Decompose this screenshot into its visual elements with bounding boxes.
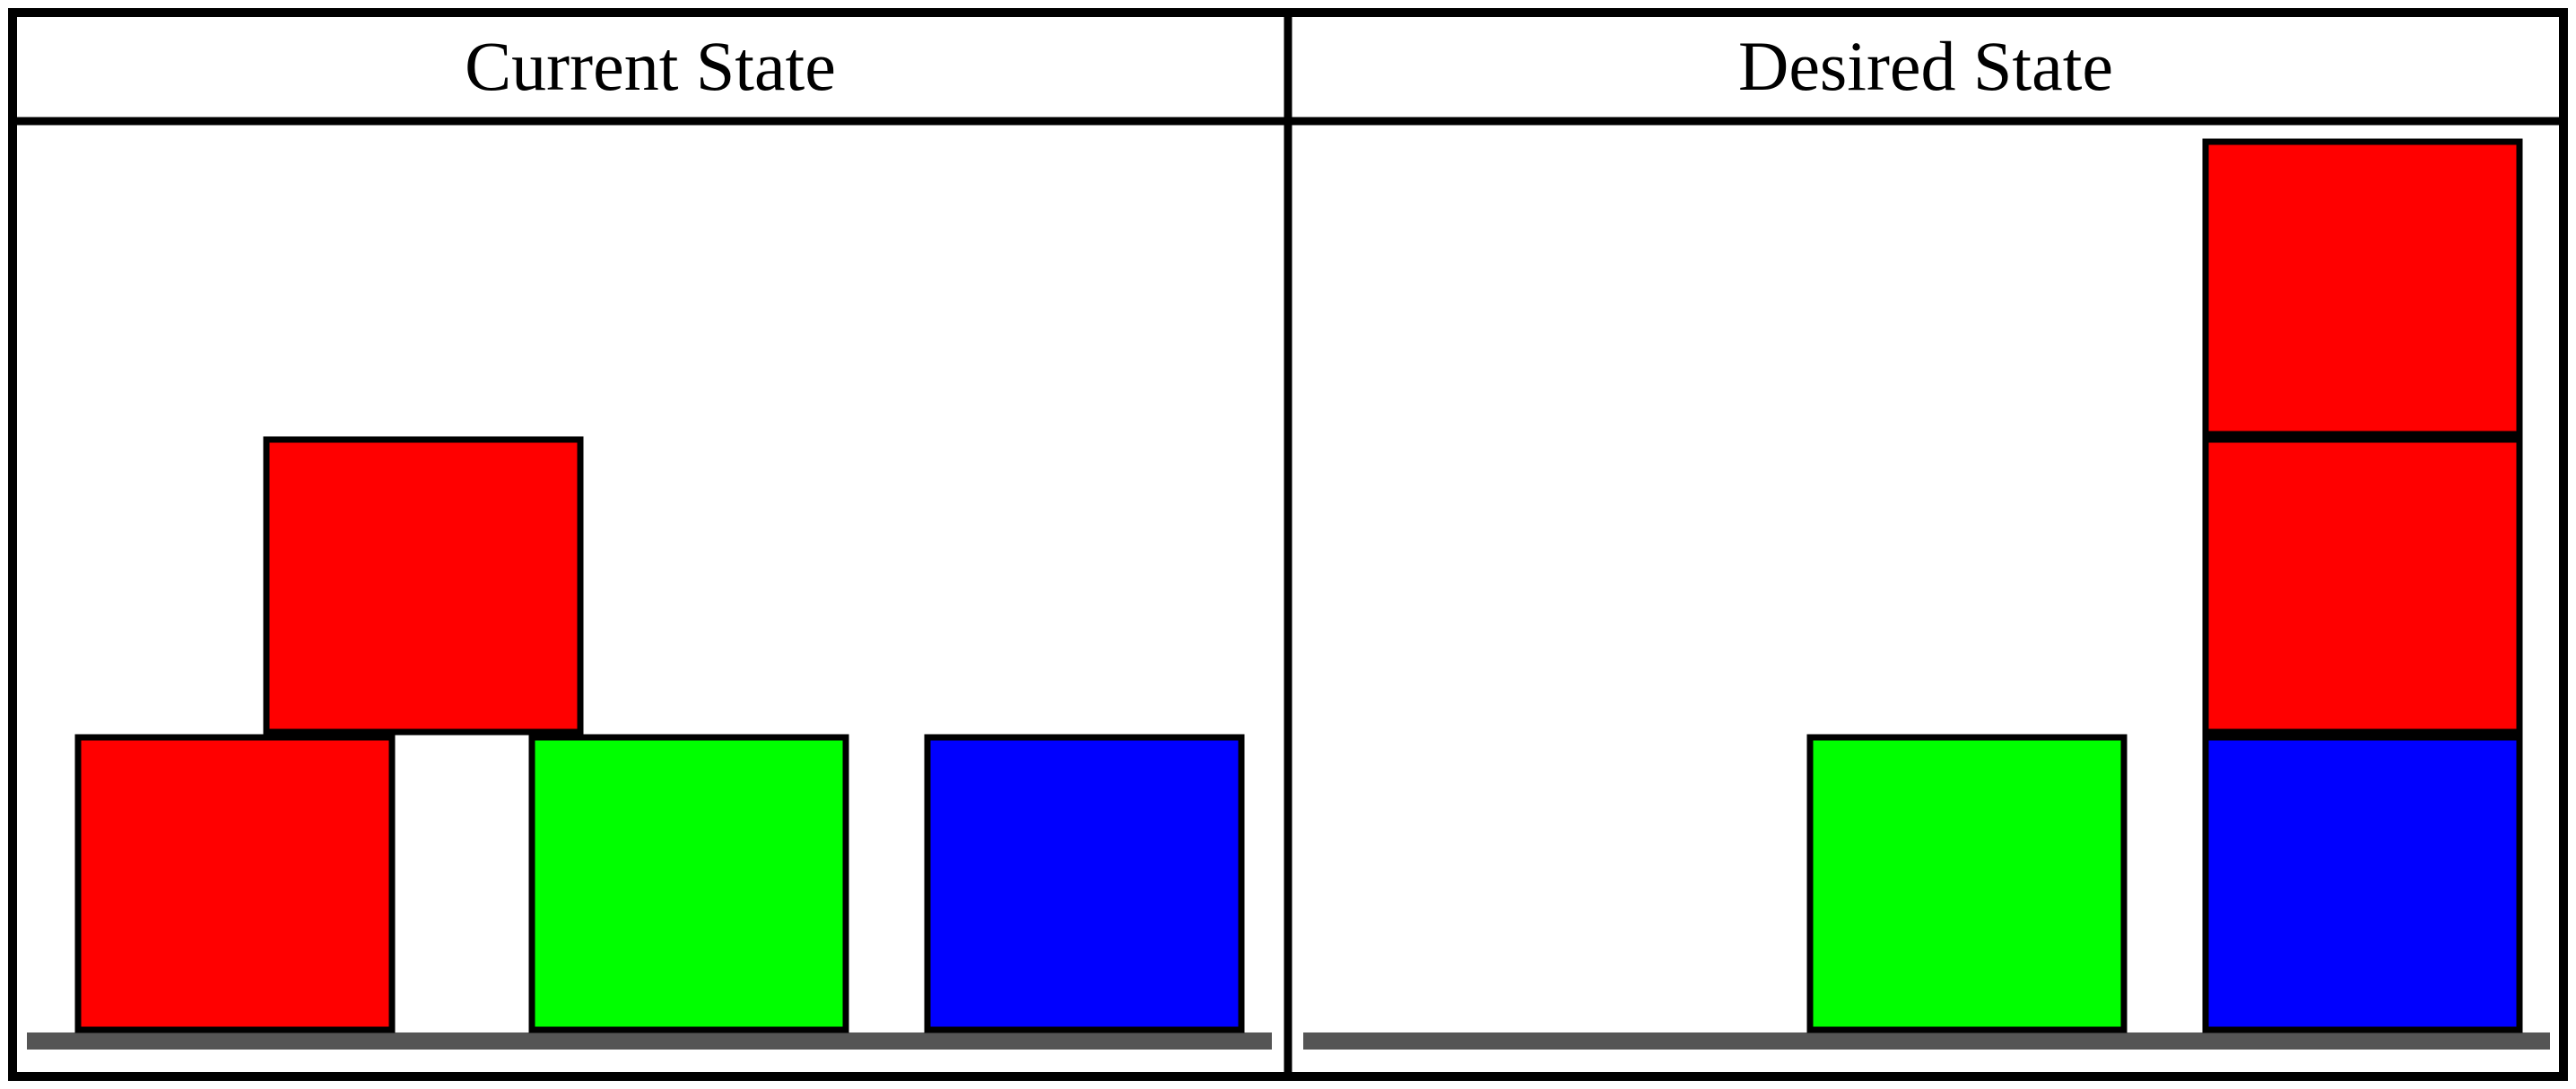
green-block	[528, 734, 849, 1033]
blue-block	[924, 734, 1245, 1033]
red-block	[2202, 138, 2523, 438]
ground-desired	[1303, 1032, 2550, 1050]
ground-current	[27, 1032, 1272, 1050]
red-block	[74, 734, 396, 1033]
green-block	[1806, 734, 2128, 1033]
blocks-desired	[1806, 138, 2523, 1033]
red-block	[263, 436, 584, 736]
blocks-current	[74, 436, 1245, 1033]
blue-block	[2202, 734, 2523, 1033]
red-block	[2202, 436, 2523, 736]
panel-desired-state: Desired State	[1303, 27, 2550, 1050]
panel-title-current: Current State	[465, 27, 836, 105]
panel-current-state: Current State	[27, 27, 1272, 1050]
panel-title-desired: Desired State	[1738, 27, 2113, 105]
